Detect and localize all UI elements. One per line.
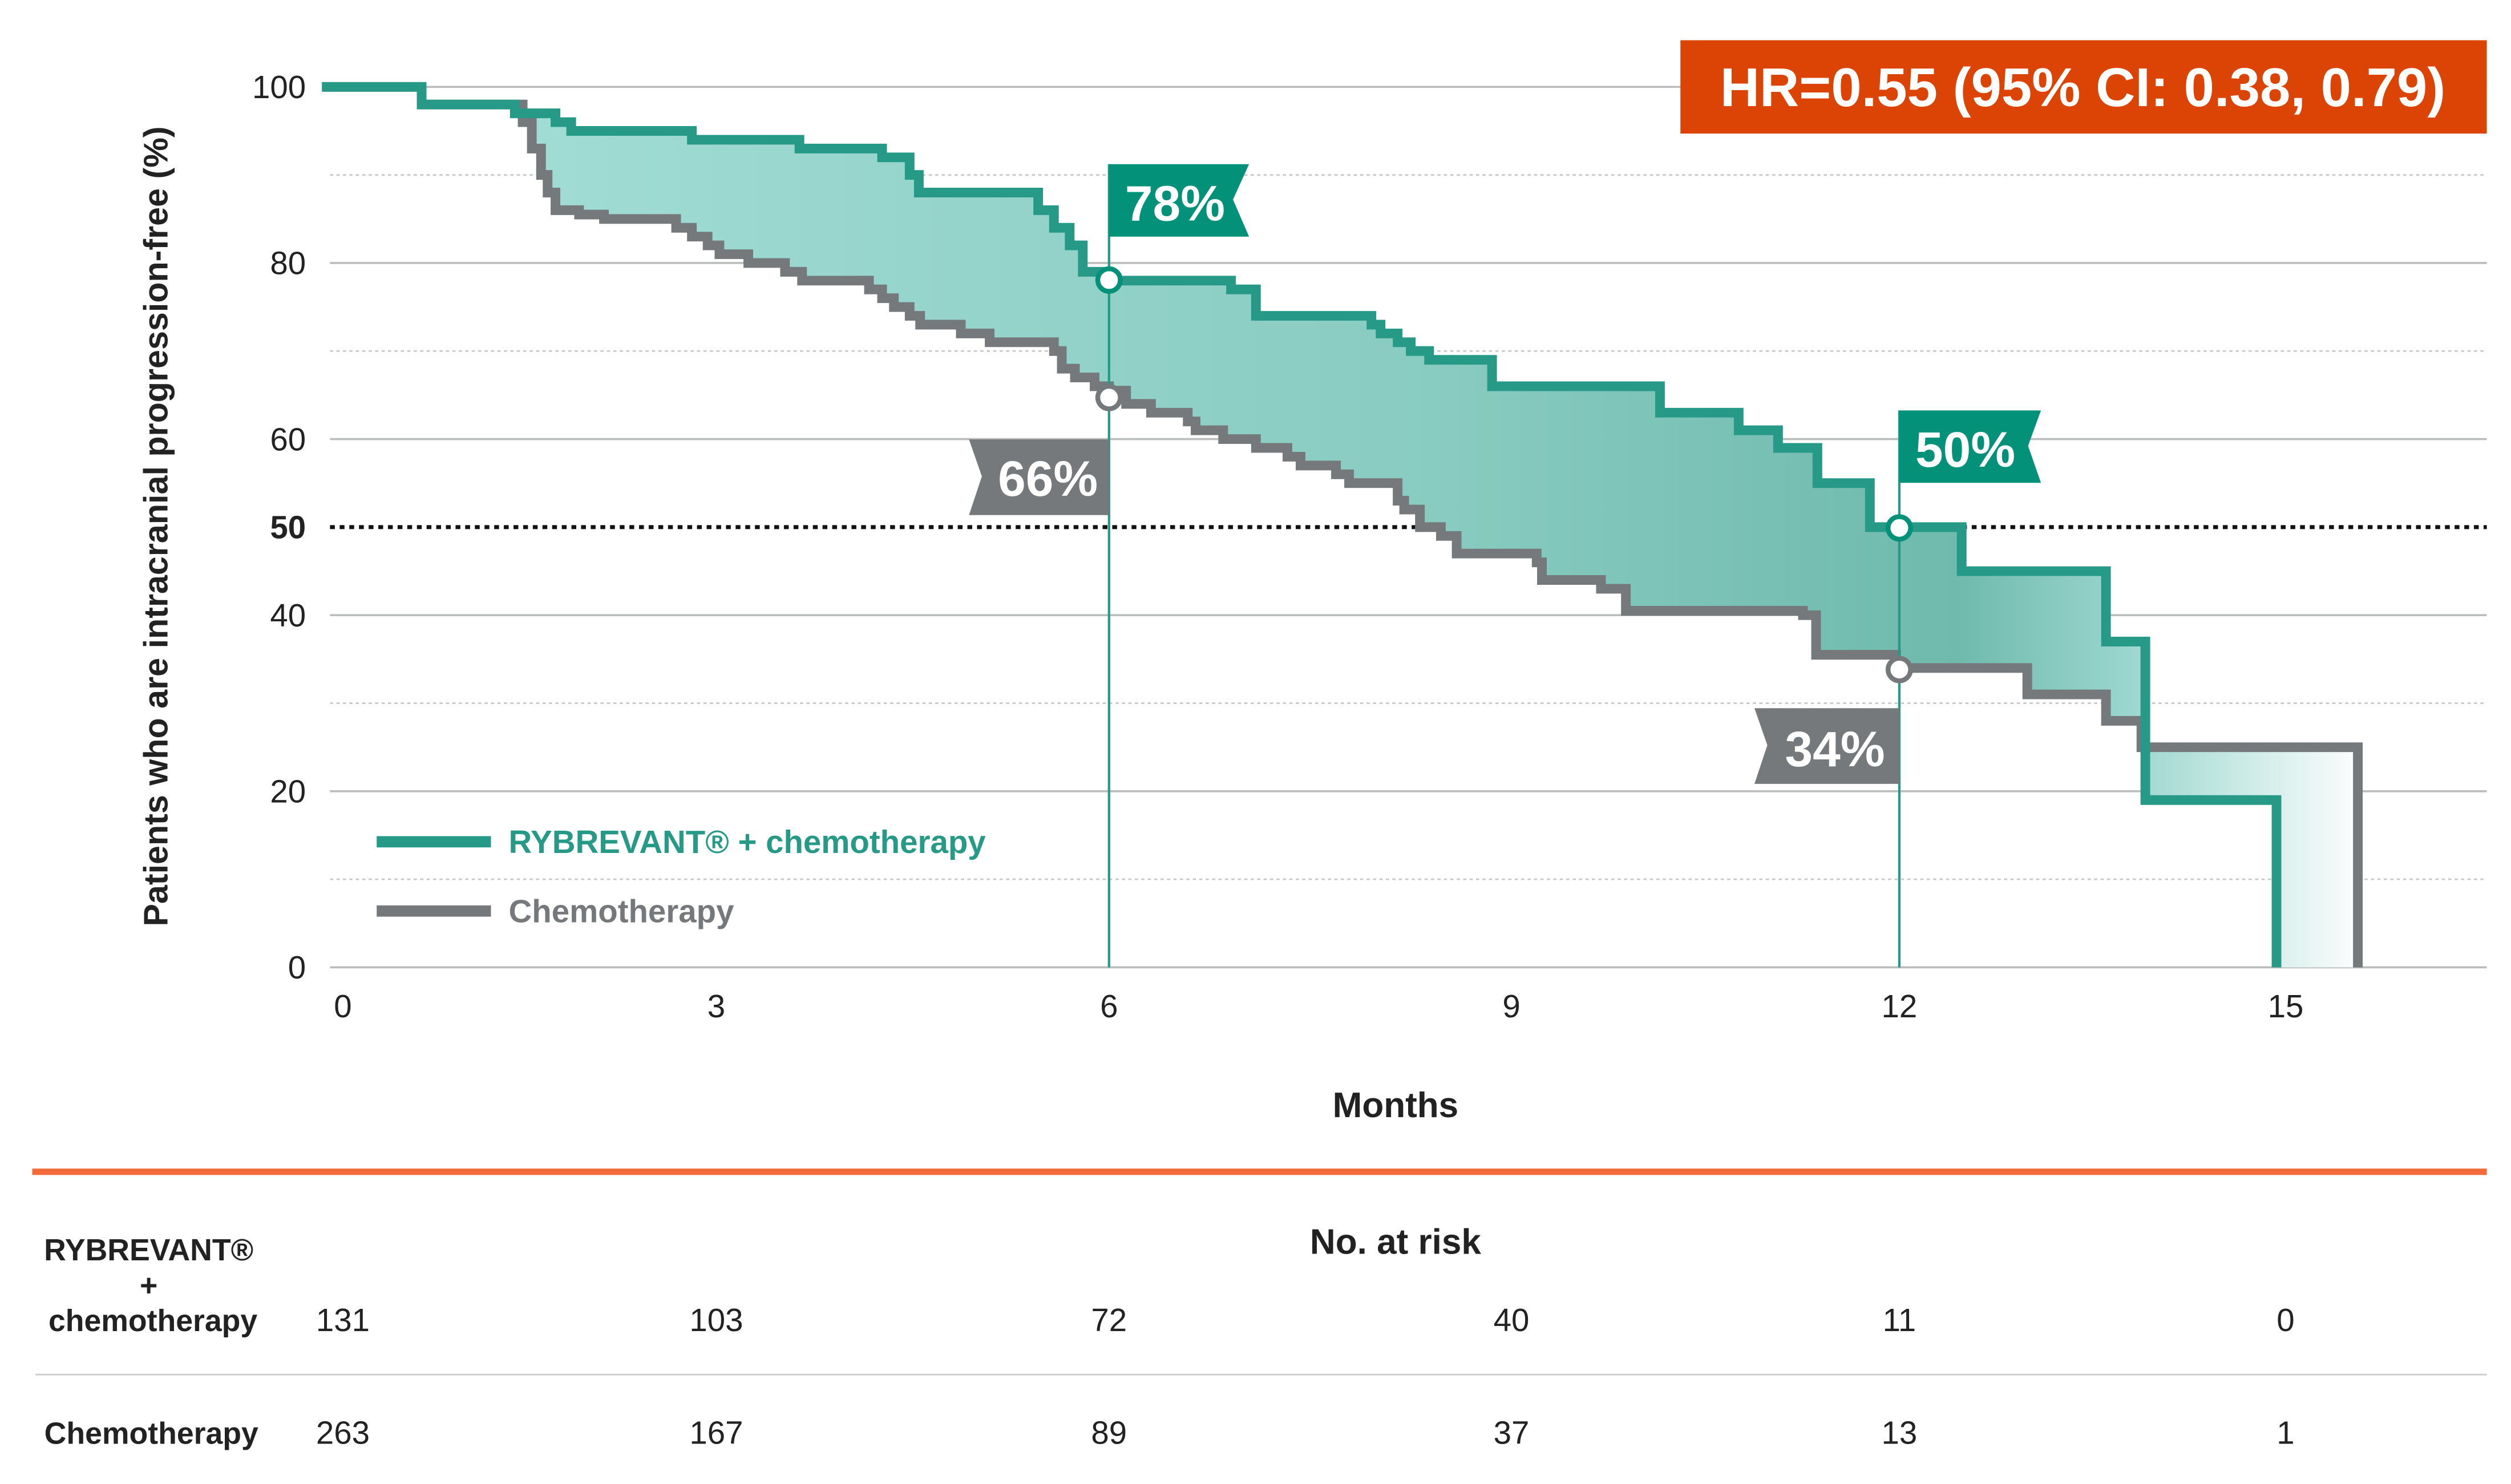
annotation-flag-66pct: [969, 439, 1109, 515]
rybrevant-curve: [322, 82, 2282, 968]
annotation-flag-50pct: [1899, 410, 2041, 483]
annotation-point: [1095, 383, 1123, 411]
y-axis-title: Patients who are intracranial progressio…: [136, 126, 175, 926]
risk-value: 131: [316, 1302, 370, 1338]
risk-row-label: RYBREVANT® + chemotherapy: [44, 1233, 262, 1338]
risk-value: 37: [1494, 1414, 1530, 1450]
legend: RYBREVANT® + chemotherapy Chemotherapy: [377, 824, 986, 929]
risk-table-title: No. at risk: [1310, 1223, 1481, 1262]
y-tick-label: 0: [288, 949, 306, 985]
y-tick-label: 100: [252, 69, 306, 105]
risk-value: 263: [316, 1414, 370, 1450]
legend-label-rybrevant: RYBREVANT® + chemotherapy: [509, 824, 986, 860]
x-tick-label: 12: [1882, 988, 1918, 1024]
risk-value: 89: [1091, 1414, 1127, 1450]
risk-value: 40: [1494, 1302, 1530, 1338]
hr-box: HR=0.55 (95% CI: 0.38, 0.79): [1680, 40, 2487, 134]
annotation-point: [1885, 656, 1913, 684]
hr-box-background: [1680, 40, 2487, 134]
risk-value: 13: [1882, 1414, 1918, 1450]
axes: 0 20 40 50 60 80 100 0 3 6 9 12 15: [252, 69, 2303, 1024]
annotation-label: 34%: [1785, 721, 1885, 777]
x-axis-title: Months: [1333, 1086, 1459, 1125]
x-tick-label: 15: [2268, 988, 2304, 1024]
risk-row-label: Chemotherapy: [45, 1416, 258, 1450]
risk-value: 167: [689, 1414, 743, 1450]
annotations: 78% 66% 50% 34%: [969, 164, 2041, 968]
risk-row-rybrevant: RYBREVANT® + chemotherapy 131 103 72 40 11 0: [44, 1233, 2294, 1338]
x-tick-label: 6: [1100, 988, 1118, 1024]
annotation-label: 78%: [1125, 175, 1225, 231]
x-tick-label: 9: [1502, 988, 1520, 1024]
legend-label-chemotherapy: Chemotherapy: [509, 893, 735, 929]
annotation-flag-34pct: [1754, 708, 1899, 784]
annotation-point: [1885, 514, 1913, 542]
annotation-label: 50%: [1915, 422, 2015, 478]
x-tick-label: 0: [334, 988, 351, 1024]
annotation-point: [1095, 266, 1123, 294]
risk-row-chemotherapy: Chemotherapy 263 167 89 37 13 1: [45, 1414, 2295, 1450]
x-tick-label: 3: [707, 988, 725, 1024]
annotation-flag-78pct: [1109, 164, 1250, 237]
y-tick-label: 20: [270, 774, 306, 810]
y-tick-label: 60: [270, 421, 306, 457]
risk-value: 0: [2277, 1302, 2294, 1338]
y-tick-label: 80: [270, 245, 306, 281]
risk-value: 72: [1091, 1302, 1127, 1338]
risk-value: 103: [689, 1302, 743, 1338]
y-tick-label: 40: [270, 597, 306, 633]
risk-value: 11: [1883, 1302, 1916, 1338]
annotation-label: 66%: [998, 451, 1098, 507]
risk-value: 1: [2277, 1414, 2294, 1450]
hr-box-text: HR=0.55 (95% CI: 0.38, 0.79): [1720, 57, 2445, 118]
y-tick-label: 50: [270, 510, 306, 545]
